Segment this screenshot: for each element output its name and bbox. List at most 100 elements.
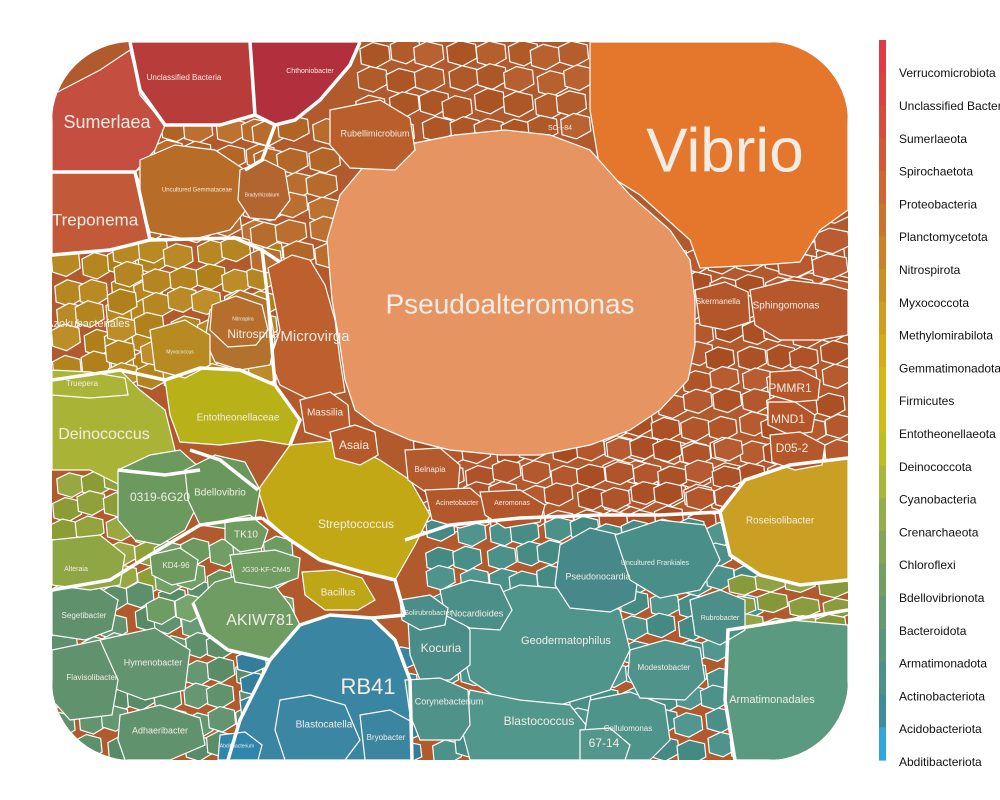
legend-label-nitrospirota: Nitrospirota: [899, 263, 961, 277]
cell-label-corynebacterium: Corynebacterium: [415, 696, 484, 706]
cell-label-sphingomonas: Sphingomonas: [753, 301, 820, 312]
phylum-boundary: [52, 516, 263, 592]
legend-swatch-gemmatimonadota: [879, 334, 886, 368]
legend-label-sumerlaeota: Sumerlaeota: [899, 132, 967, 146]
minor-cell: [206, 656, 236, 684]
cell-label-67-14: 67-14: [589, 736, 620, 750]
minor-cell: [105, 316, 137, 344]
minor-cell: [813, 227, 848, 255]
minor-cell: [704, 346, 736, 372]
minor-cell: [681, 442, 712, 467]
cell-flavisolibacter: [52, 639, 119, 721]
minor-cell: [652, 438, 683, 463]
cell-label-blastococcus: Blastococcus: [504, 714, 575, 728]
minor-cell: [52, 496, 83, 523]
cell-kd4-96: [149, 547, 199, 586]
legend-label-methylomirabilota: Methylomirabilota: [899, 329, 993, 343]
legend-swatch-deinococcota: [879, 432, 886, 466]
minor-cell: [811, 253, 848, 281]
cell-blastocatella: [274, 694, 361, 760]
legend-swatch-planctomycetota: [879, 203, 886, 237]
minor-cell: [475, 42, 507, 68]
legend-label-actinobacteriota: Actinobacteriota: [899, 689, 985, 703]
minor-cell: [709, 365, 740, 392]
legend-label-myxococcota: Myxococcota: [899, 296, 969, 310]
cell-label-vibrio: Vibrio: [646, 116, 803, 185]
minor-cell: [711, 465, 742, 490]
minor-cell: [207, 705, 237, 733]
legend-swatch-proteobacteria: [879, 170, 886, 205]
legend-swatch-nitrospirota: [879, 236, 886, 270]
cell-nocardioides: [439, 579, 513, 631]
cell-skermanella: [694, 281, 751, 331]
cell-label-d05-2: D05-2: [776, 441, 809, 455]
legend-swatch-armatimonadota: [879, 629, 886, 663]
cell-label-chthoniobacter: Chthoniobacter: [286, 68, 334, 75]
cell-label-modestobacter: Modestobacter: [638, 663, 691, 672]
phylum-boundary: [723, 608, 848, 760]
legend-swatch-myxococcota: [879, 269, 886, 303]
cell-label-jg30-kf-cm45: JG30-KF-CM45: [241, 567, 290, 574]
cell-label-adhaeribacter: Adhaeribacter: [132, 725, 188, 735]
legend-label-bdellovibrionota: Bdellovibrionota: [899, 591, 985, 605]
phylum-boundary: [404, 510, 721, 542]
cell-label-segetibacter: Segetibacter: [62, 611, 107, 620]
legend-swatch-cyanobacteria: [879, 465, 886, 499]
minor-cell: [557, 42, 590, 68]
minor-cell: [788, 596, 821, 619]
minor-cell: [521, 460, 552, 485]
minor-cell: [821, 363, 848, 389]
cell-label-blastocatella: Blastocatella: [296, 720, 353, 731]
phylum-boundary: [226, 659, 272, 760]
cell-label-hymenobacter: Hymenobacter: [124, 657, 183, 667]
legend: Verrucomicrobiota Unclassified Bacteria Su…: [879, 40, 1000, 769]
cell-myxococcus: [149, 319, 211, 379]
minor-cell: [712, 387, 743, 414]
cell-label-bacillus: Bacillus: [321, 588, 355, 599]
cell-modestobacter: [627, 639, 706, 701]
minor-cell: [815, 392, 846, 418]
cell-label-bradyrhizobium: Bradyrhizobium: [245, 192, 280, 198]
legend-label-abditibacteriota: Abditibacteriota: [899, 755, 982, 769]
cell-label-0319-6g20: 0319-6G20: [130, 490, 190, 504]
legend-swatch-spirochaetota: [879, 138, 886, 172]
cell-label-akiw781: AKIW781: [226, 612, 294, 629]
legend-swatch-verrucomicrobiota: [879, 40, 886, 74]
cell-label-uncultured-gemmataceae: Uncultured Gemmataceae: [162, 188, 233, 194]
cell-label-streptococcus: Streptococcus: [318, 517, 394, 531]
cell-label-tk10: TK10: [234, 530, 258, 541]
minor-cell: [74, 300, 105, 328]
cell-label-bdellovibrio: Bdellovibrio: [194, 488, 246, 499]
cell-label-treponema: Treponema: [52, 210, 139, 229]
minor-cell: [736, 345, 768, 372]
cell-d05-2: [769, 431, 826, 471]
legend-swatch-sumerlaeota: [879, 105, 886, 139]
phylum-boundary: [52, 368, 166, 382]
minor-cell: [756, 591, 789, 614]
cell-label-mnd1: MND1: [771, 412, 805, 426]
cell-uncultured-frankiales: [614, 519, 721, 599]
minor-cell: [650, 416, 681, 443]
legend-label-unclassified-bacteria: Unclassified Bacteria: [899, 99, 1000, 113]
legend-label-firmicutes: Firmicutes: [899, 394, 954, 408]
legend-label-entotheonellaeota: Entotheonellaeota: [899, 427, 996, 441]
legend-label-proteobacteria: Proteobacteria: [899, 197, 977, 211]
minor-cell: [682, 388, 713, 414]
cell-rubellimicrobium: [329, 99, 416, 171]
phylum-boundary: [117, 468, 201, 477]
minor-cell: [536, 70, 569, 97]
cell-label-unclassified-bacteria: Unclassified Bacteria: [147, 73, 222, 82]
cell-label-roseisolibacter: Roseisolibacter: [746, 516, 815, 527]
legend-swatch-entotheonellaeota: [879, 400, 886, 434]
phylum-boundary: [189, 448, 260, 492]
cell-bradyrhizobium: [237, 159, 291, 221]
minor-cell: [788, 345, 819, 372]
cell-label-cellulomonas: Cellulomonas: [604, 724, 652, 733]
minor-cell: [673, 712, 704, 738]
cell-label-myxococcus: Myxococcus: [166, 349, 194, 355]
cell-label-nocardioides: Nocardioides: [451, 608, 504, 618]
cell-label-belnapia: Belnapia: [414, 465, 446, 474]
minor-cell: [413, 65, 446, 93]
minor-cell: [486, 544, 517, 571]
